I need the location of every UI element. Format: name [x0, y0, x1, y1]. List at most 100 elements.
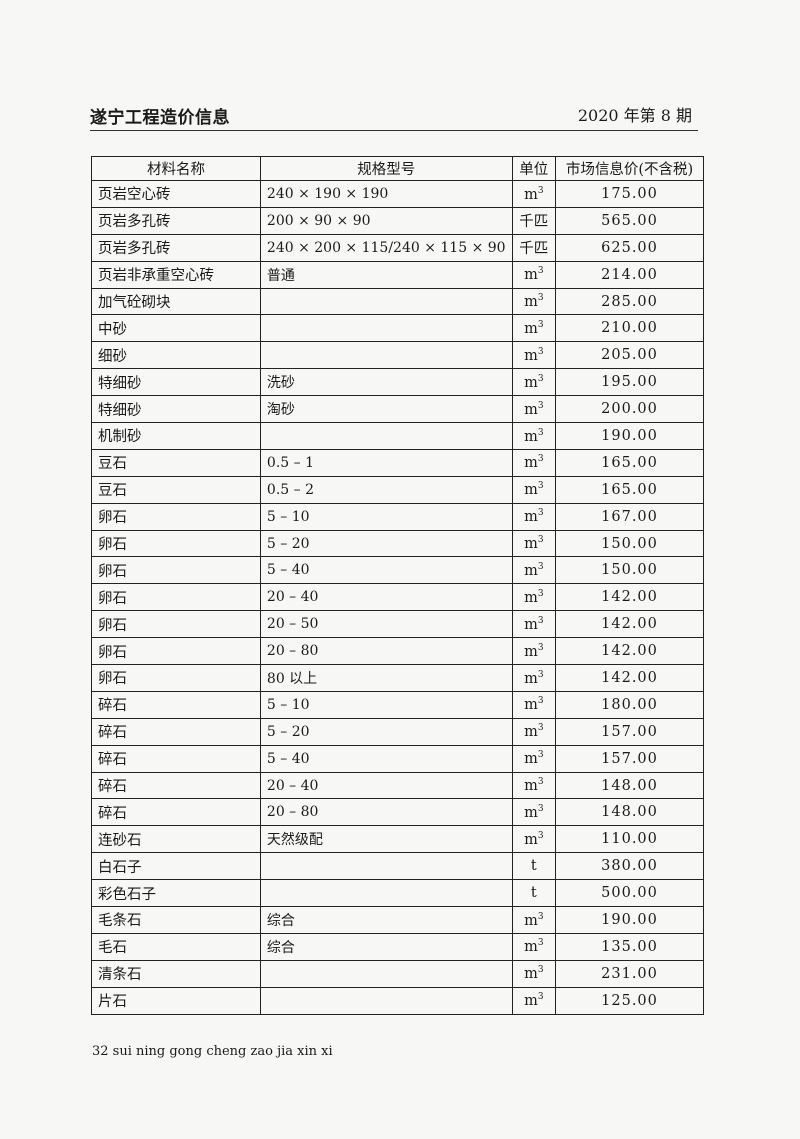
table-row: 卵石 5 – 40 m3 150.00 [91, 556, 704, 585]
cell-unit: m3 [511, 502, 557, 531]
table-row: 碎石 5 – 10 m3 180.00 [91, 690, 704, 719]
cell-price: 142.00 [555, 583, 704, 612]
table-row: 页岩多孔砖 240 × 200 × 115/240 × 115 × 90 千匹 625… [91, 233, 704, 262]
cell-price: 565.00 [555, 206, 704, 235]
cell-material-name: 清条石 [91, 959, 261, 988]
table-row: 页岩多孔砖 200 × 90 × 90 千匹 565.00 [91, 206, 704, 235]
cell-material-name: 碎石 [91, 690, 261, 719]
cell-material-name: 毛条石 [91, 906, 261, 934]
cell-unit: m3 [511, 932, 557, 961]
cell-material-name: 页岩空心砖 [91, 180, 261, 208]
cell-unit: m3 [511, 664, 557, 692]
cell-material-name: 页岩非承重空心砖 [91, 260, 261, 289]
cell-spec [259, 422, 513, 450]
cell-price: 142.00 [555, 637, 704, 666]
cell-spec: 洗砂 [259, 368, 513, 397]
cell-unit: m3 [511, 395, 557, 424]
cell-unit: t [511, 852, 557, 881]
cell-unit: m3 [511, 341, 557, 370]
cell-material-name: 卵石 [91, 529, 261, 558]
table-row: 毛石 综合 m3 135.00 [91, 932, 704, 961]
cell-material-name: 彩色石子 [91, 879, 261, 908]
cell-unit: m3 [511, 637, 557, 666]
cell-spec: 20 – 40 [259, 583, 513, 612]
cell-price: 205.00 [555, 341, 704, 370]
cell-spec: 240 × 200 × 115/240 × 115 × 90 [259, 233, 513, 262]
cell-spec: 5 – 10 [259, 690, 513, 719]
cell-unit: m3 [511, 287, 557, 316]
table-header-row: 材料名称 规格型号 单位 市场信息价(不含税) [91, 156, 704, 181]
cell-material-name: 卵石 [91, 556, 261, 585]
table-row: 页岩空心砖 240 × 190 × 190 m3 175.00 [91, 180, 704, 208]
cell-price: 148.00 [555, 798, 704, 827]
cell-price: 195.00 [555, 368, 704, 397]
cell-spec [259, 314, 513, 343]
publication-title: 遂宁工程造价信息 [90, 108, 230, 128]
table-row: 卵石 5 – 20 m3 150.00 [91, 529, 704, 558]
cell-unit: m3 [511, 906, 557, 934]
cell-spec: 20 – 80 [259, 798, 513, 827]
header-divider [90, 130, 698, 131]
cell-price: 148.00 [555, 771, 704, 800]
cell-spec [259, 986, 513, 1015]
cell-material-name: 加气砼砌块 [91, 287, 261, 316]
cell-unit: m3 [511, 260, 557, 289]
cell-price: 110.00 [555, 825, 704, 854]
cell-material-name: 卵石 [91, 610, 261, 639]
cell-unit: m3 [511, 314, 557, 343]
table-row: 卵石 20 – 50 m3 142.00 [91, 610, 704, 639]
cell-material-name: 碎石 [91, 771, 261, 800]
cell-price: 125.00 [555, 986, 704, 1015]
cell-unit: 千匹 [511, 233, 557, 262]
cell-spec: 天然级配 [259, 825, 513, 854]
cell-unit: m3 [511, 583, 557, 612]
cell-spec: 20 – 50 [259, 610, 513, 639]
table-row: 连砂石 天然级配 m3 110.00 [91, 825, 704, 854]
cell-price: 165.00 [555, 448, 704, 477]
cell-price: 150.00 [555, 529, 704, 558]
table-row: 卵石 5 – 10 m3 167.00 [91, 502, 704, 531]
cell-unit: m3 [511, 368, 557, 397]
cell-unit: m3 [511, 959, 557, 988]
cell-price: 175.00 [555, 180, 704, 208]
cell-price: 167.00 [555, 502, 704, 531]
table-row: 中砂 m3 210.00 [91, 314, 704, 343]
column-header-spec: 规格型号 [259, 156, 513, 181]
cell-material-name: 碎石 [91, 798, 261, 827]
cell-spec: 20 – 80 [259, 637, 513, 666]
cell-spec: 20 – 40 [259, 771, 513, 800]
cell-price: 190.00 [555, 422, 704, 450]
cell-material-name: 卵石 [91, 502, 261, 531]
cell-material-name: 卵石 [91, 664, 261, 692]
table-row: 碎石 5 – 40 m3 157.00 [91, 744, 704, 773]
cell-spec: 0.5 – 1 [259, 448, 513, 477]
cell-price: 142.00 [555, 610, 704, 639]
cell-price: 210.00 [555, 314, 704, 343]
cell-material-name: 碎石 [91, 717, 261, 746]
cell-price: 190.00 [555, 906, 704, 934]
cell-unit: m3 [511, 717, 557, 746]
cell-price: 180.00 [555, 690, 704, 719]
cell-unit: m3 [511, 529, 557, 558]
cell-spec [259, 852, 513, 881]
cell-material-name: 页岩多孔砖 [91, 233, 261, 262]
cell-price: 135.00 [555, 932, 704, 961]
table-row: 页岩非承重空心砖 普通 m3 214.00 [91, 260, 704, 289]
cell-price: 380.00 [555, 852, 704, 881]
cell-spec [259, 959, 513, 988]
table-row: 加气砼砌块 m3 285.00 [91, 287, 704, 316]
cell-unit: m3 [511, 610, 557, 639]
cell-spec [259, 341, 513, 370]
cell-price: 285.00 [555, 287, 704, 316]
cell-unit: m3 [511, 448, 557, 477]
cell-price: 231.00 [555, 959, 704, 988]
cell-material-name: 白石子 [91, 852, 261, 881]
cell-material-name: 特细砂 [91, 368, 261, 397]
cell-material-name: 中砂 [91, 314, 261, 343]
table-row: 白石子 t 380.00 [91, 852, 704, 881]
cell-price: 500.00 [555, 879, 704, 908]
cell-material-name: 豆石 [91, 475, 261, 504]
cell-material-name: 片石 [91, 986, 261, 1015]
cell-price: 150.00 [555, 556, 704, 585]
cell-material-name: 毛石 [91, 932, 261, 961]
